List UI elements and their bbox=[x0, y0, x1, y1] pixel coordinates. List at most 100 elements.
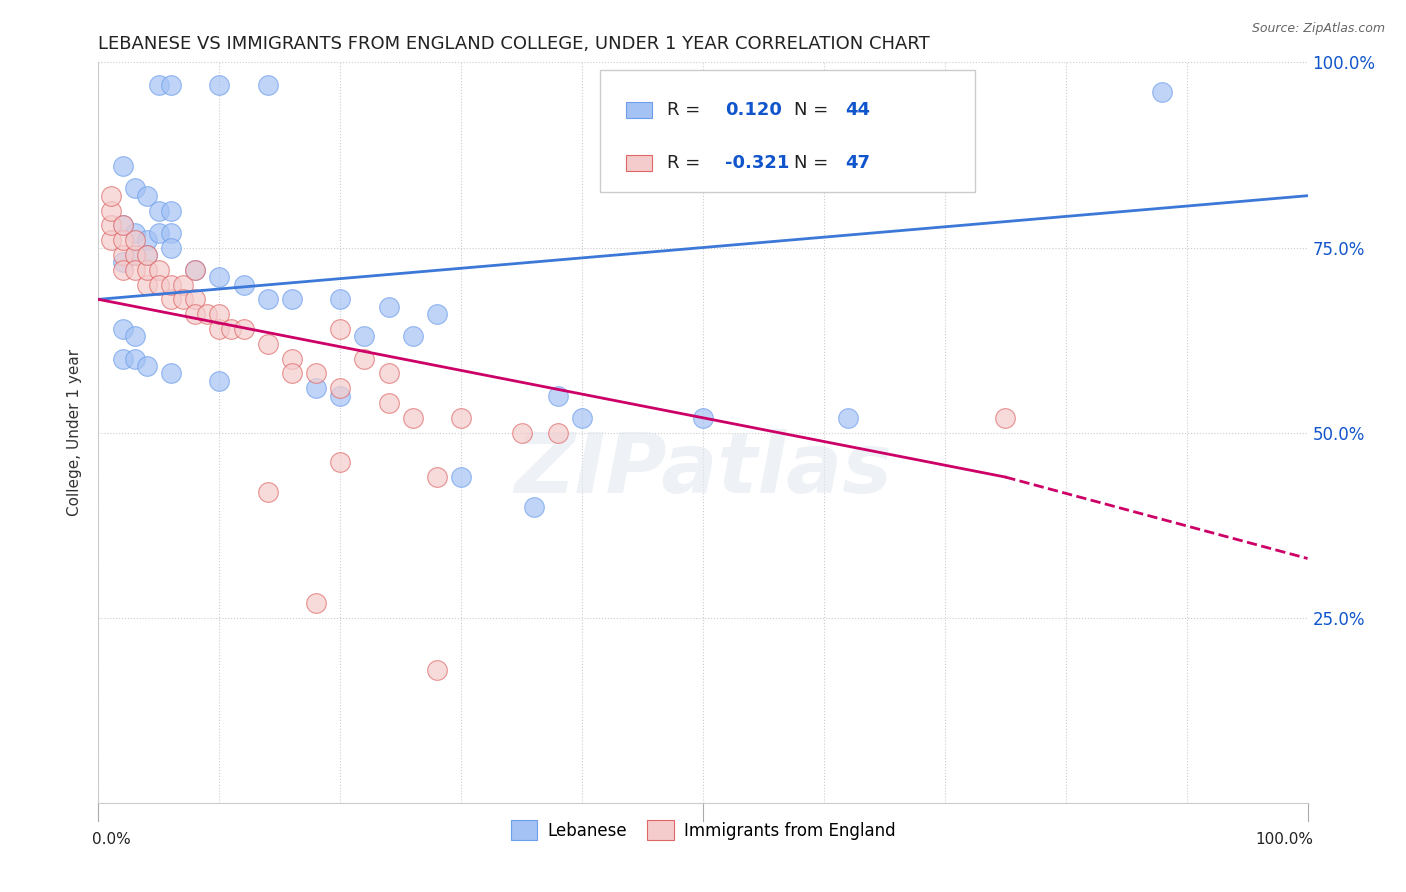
Point bbox=[256, 293, 278, 307]
Point bbox=[402, 329, 425, 343]
Point bbox=[148, 78, 170, 92]
Point bbox=[221, 322, 243, 336]
Point bbox=[377, 300, 399, 314]
Point bbox=[329, 322, 352, 336]
Point bbox=[208, 78, 231, 92]
Point bbox=[124, 248, 146, 262]
Point bbox=[837, 410, 859, 425]
Point bbox=[111, 219, 134, 233]
Point bbox=[148, 262, 170, 277]
Point bbox=[124, 248, 146, 262]
Point bbox=[135, 277, 157, 292]
Point bbox=[100, 233, 122, 247]
Point bbox=[208, 307, 231, 321]
Point bbox=[135, 248, 157, 262]
Point bbox=[402, 410, 425, 425]
Text: LEBANESE VS IMMIGRANTS FROM ENGLAND COLLEGE, UNDER 1 YEAR CORRELATION CHART: LEBANESE VS IMMIGRANTS FROM ENGLAND COLL… bbox=[98, 35, 931, 53]
Point bbox=[160, 78, 183, 92]
Point bbox=[329, 388, 352, 402]
Point bbox=[160, 226, 183, 240]
Point bbox=[172, 293, 194, 307]
Text: N =: N = bbox=[794, 102, 834, 120]
Point bbox=[281, 293, 304, 307]
Point bbox=[135, 248, 157, 262]
Point bbox=[1152, 85, 1174, 99]
Point bbox=[523, 500, 546, 514]
Point bbox=[111, 255, 134, 269]
Point bbox=[426, 663, 449, 677]
Point bbox=[426, 470, 449, 484]
Point bbox=[160, 277, 183, 292]
Legend: Lebanese, Immigrants from England: Lebanese, Immigrants from England bbox=[503, 814, 903, 847]
Point bbox=[305, 596, 328, 610]
Point bbox=[256, 336, 278, 351]
Text: N =: N = bbox=[794, 154, 834, 172]
Text: -0.321: -0.321 bbox=[724, 154, 789, 172]
Point bbox=[100, 203, 122, 218]
Text: 44: 44 bbox=[845, 102, 870, 120]
Text: R =: R = bbox=[666, 154, 706, 172]
Point bbox=[281, 351, 304, 366]
Point bbox=[111, 219, 134, 233]
Point bbox=[256, 78, 278, 92]
Bar bbox=[626, 155, 652, 171]
Point bbox=[111, 233, 134, 247]
Point bbox=[111, 159, 134, 173]
Point bbox=[305, 367, 328, 381]
Point bbox=[184, 262, 207, 277]
Text: ZIPatlas: ZIPatlas bbox=[515, 429, 891, 510]
Point bbox=[184, 262, 207, 277]
Point bbox=[160, 367, 183, 381]
Point bbox=[124, 329, 146, 343]
Text: R =: R = bbox=[666, 102, 706, 120]
Point bbox=[305, 381, 328, 395]
Point bbox=[329, 293, 352, 307]
Point bbox=[135, 188, 157, 202]
Point bbox=[994, 410, 1017, 425]
Point bbox=[124, 226, 146, 240]
Bar bbox=[626, 102, 652, 119]
Point bbox=[377, 396, 399, 410]
Point bbox=[124, 351, 146, 366]
Point bbox=[510, 425, 533, 440]
Point bbox=[100, 219, 122, 233]
Point bbox=[571, 410, 593, 425]
Point bbox=[195, 307, 218, 321]
Point bbox=[124, 181, 146, 195]
Point bbox=[184, 293, 207, 307]
Point bbox=[124, 262, 146, 277]
Point bbox=[135, 262, 157, 277]
Point bbox=[353, 329, 375, 343]
Point bbox=[208, 374, 231, 388]
Point bbox=[111, 248, 134, 262]
Point bbox=[111, 322, 134, 336]
FancyBboxPatch shape bbox=[600, 70, 976, 192]
Point bbox=[160, 240, 183, 255]
Point bbox=[148, 203, 170, 218]
Point bbox=[377, 367, 399, 381]
Text: Source: ZipAtlas.com: Source: ZipAtlas.com bbox=[1251, 22, 1385, 36]
Point bbox=[208, 270, 231, 285]
Point bbox=[148, 277, 170, 292]
Point bbox=[547, 388, 569, 402]
Point bbox=[111, 262, 134, 277]
Text: 100.0%: 100.0% bbox=[1256, 832, 1313, 847]
Point bbox=[184, 307, 207, 321]
Point bbox=[232, 277, 254, 292]
Point bbox=[329, 455, 352, 469]
Point bbox=[450, 470, 472, 484]
Point bbox=[208, 322, 231, 336]
Point bbox=[329, 381, 352, 395]
Point bbox=[256, 484, 278, 499]
Point bbox=[353, 351, 375, 366]
Point bbox=[232, 322, 254, 336]
Point bbox=[148, 226, 170, 240]
Text: 0.120: 0.120 bbox=[724, 102, 782, 120]
Text: 47: 47 bbox=[845, 154, 870, 172]
Point bbox=[135, 359, 157, 373]
Point bbox=[281, 367, 304, 381]
Point bbox=[426, 307, 449, 321]
Text: 0.0%: 0.0% bbox=[93, 832, 131, 847]
Point bbox=[692, 410, 714, 425]
Point bbox=[100, 188, 122, 202]
